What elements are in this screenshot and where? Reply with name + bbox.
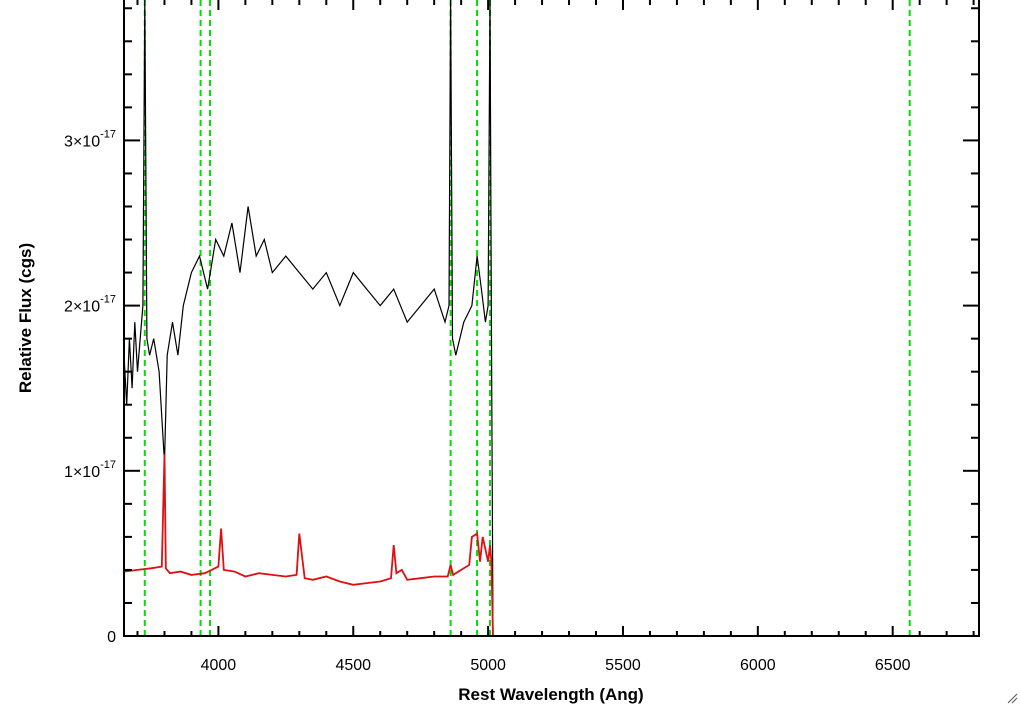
y-tick-label: 3×10-17: [64, 128, 116, 150]
x-tick-label: 6000: [740, 657, 776, 674]
reference-lines: [143, 0, 911, 636]
y-axis-title: Relative Flux (cgs): [16, 243, 35, 393]
x-tick-label: 5000: [470, 657, 506, 674]
y-tick-label: 2×10-17: [64, 294, 116, 316]
x-tick-label: 5500: [605, 657, 641, 674]
y-tick-label: 0: [107, 629, 116, 646]
resize-grip-icon[interactable]: [1006, 692, 1018, 704]
x-tick-label: 4000: [201, 657, 237, 674]
series-line-1: [123, 454, 979, 637]
x-tick-label: 6500: [875, 657, 911, 674]
plot-frame: [123, 0, 980, 637]
series-line-0: [123, 0, 979, 637]
ticks-layer: [124, 0, 979, 637]
y-tick-label: 1×10-17: [64, 459, 116, 481]
y-tick-labels: 0 1×10-17 2×10-17 3×10-17: [64, 128, 116, 646]
series-layer: [123, 0, 979, 637]
x-tick-label: 4500: [335, 657, 371, 674]
x-axis-title: Rest Wavelength (Ang): [458, 685, 643, 704]
x-tick-labels: 4000 4500 5000 5500 6000 6500: [201, 657, 911, 674]
